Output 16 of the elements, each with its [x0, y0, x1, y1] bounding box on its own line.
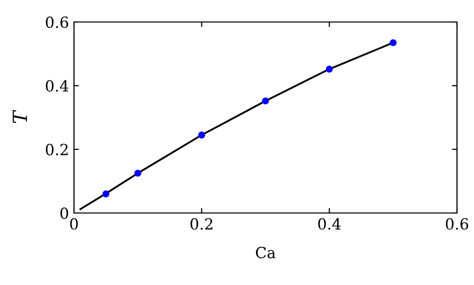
x-tick-label: 0.4: [318, 218, 341, 230]
point: [198, 132, 206, 138]
y-axis-title: T: [12, 110, 27, 124]
y-tick-label: 0: [60, 207, 68, 220]
point: [390, 39, 397, 46]
point: [134, 170, 142, 177]
y-tick-label: 0.2: [46, 144, 68, 156]
x-axis-title: Ca: [256, 246, 276, 258]
point: [326, 66, 333, 73]
point: [262, 97, 269, 104]
y-tick-label: 0.6: [46, 16, 68, 28]
point: [102, 190, 110, 198]
x-tick-label: 0.2: [190, 218, 212, 230]
y-tick-label: 0.4: [46, 80, 68, 92]
x-tick-label: 0.6: [446, 218, 468, 230]
x-tick-label: 0: [70, 218, 78, 230]
